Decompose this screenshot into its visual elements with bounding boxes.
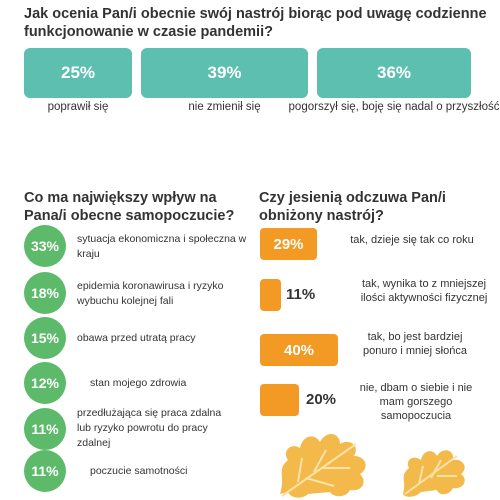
q2-label-3: obawa przed utratą pracy — [77, 332, 196, 344]
q1-label-unchanged: nie zmienił się — [188, 101, 261, 113]
q1-box-unchanged: 39% — [141, 48, 308, 98]
q2-circle-4: 12% — [24, 362, 66, 404]
q1-label-improved: poprawił się — [47, 101, 109, 113]
oak-leaf-icon — [403, 450, 465, 497]
q3-label-2: tak, wynika to z mniejszej ilości aktywn… — [360, 278, 488, 304]
q3-bar-3: 40% — [260, 334, 338, 366]
q2-label-6: poczucie samotności — [90, 465, 188, 477]
q3-bar-4 — [260, 384, 299, 416]
q2-circle-6: 11% — [24, 450, 66, 492]
q3-value-4: 20% — [306, 391, 337, 408]
q3-label-1: tak, dzieje się tak co roku — [350, 234, 474, 246]
q1-box-improved: 25% — [24, 48, 132, 98]
question-1-title: Jak ocenia Pan/i obecnie swój nastrój bi… — [24, 6, 487, 40]
q1-box-worsened: 36% — [317, 48, 471, 98]
q2-circle-5: 11% — [24, 408, 66, 450]
q2-circle-2: 18% — [24, 272, 66, 314]
q2-label-4: stan mojego zdrowia — [90, 377, 187, 389]
q3-bar-2 — [260, 279, 281, 311]
question-3-title: Czy jesienią odczuwa Pan/i obniżony nast… — [259, 190, 446, 224]
q2-circle-1: 33% — [24, 225, 66, 267]
oak-leaf-icon — [280, 433, 366, 498]
q2-circle-3: 15% — [24, 317, 66, 359]
q3-label-4: nie, dbam o siebie i nie mam gorszego sa… — [359, 382, 473, 422]
q3-label-3: tak, bo jest bardziej ponuro i mniej sło… — [363, 331, 467, 357]
q2-label-5: przedłużająca się praca zdalna lub ryzyk… — [77, 407, 222, 449]
q2-label-2: epidemia koronawirusa i ryzyko wybuchu k… — [77, 280, 224, 307]
q3-bar-1: 29% — [260, 228, 317, 260]
question-2-title: Co ma największy wpływ na Pana/i obecne … — [24, 190, 235, 224]
q2-label-1: sytuacja ekonomiczna i społeczna w kraju — [77, 233, 247, 260]
q3-value-2: 11% — [286, 286, 316, 303]
q3-bar-1-value: 29% — [273, 235, 304, 253]
q1-label-worsened: pogorszył się, boję się nadal o przyszło… — [288, 101, 500, 113]
q3-bar-3-value: 40% — [283, 341, 315, 359]
